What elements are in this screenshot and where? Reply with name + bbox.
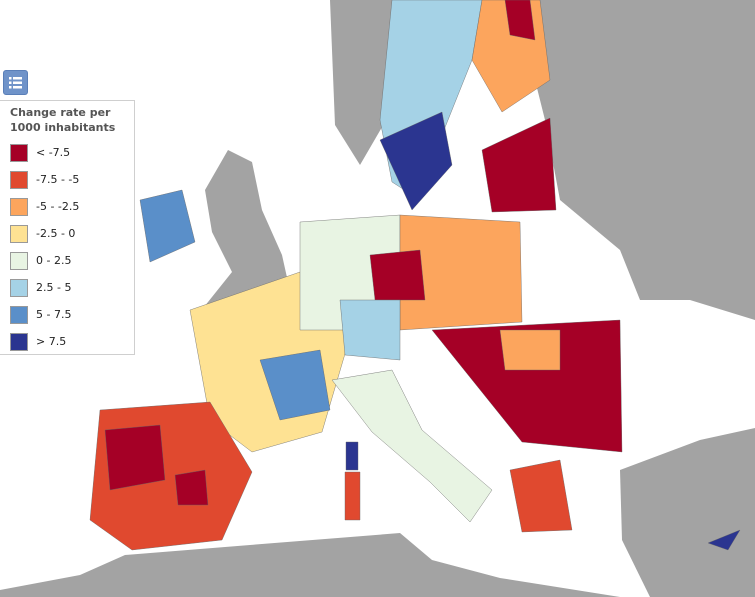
- legend-label: -5 - -2.5: [36, 200, 80, 213]
- region: [339, 299, 401, 361]
- legend-item: 0 - 2.5: [10, 247, 128, 274]
- region: [174, 469, 209, 506]
- region: [369, 249, 426, 301]
- legend-toggle[interactable]: [3, 70, 28, 95]
- land: [525, 0, 755, 320]
- region: [481, 117, 557, 213]
- legend-item: -5 - -2.5: [10, 193, 128, 220]
- region: [707, 529, 741, 551]
- legend-swatch: [10, 278, 28, 297]
- legend-swatch: [10, 143, 28, 162]
- legend-title: Change rate per 1000 inhabitants: [10, 106, 116, 134]
- legend-label: 0 - 2.5: [36, 254, 72, 267]
- legend-label: 2.5 - 5: [36, 281, 72, 294]
- legend-swatch: [10, 332, 28, 351]
- legend-item: 2.5 - 5: [10, 274, 128, 301]
- legend-swatch: [10, 251, 28, 270]
- region: [504, 0, 536, 41]
- list-icon: [9, 77, 22, 89]
- region: [509, 459, 573, 533]
- legend-item: 5 - 7.5: [10, 301, 128, 328]
- legend-swatch: [10, 224, 28, 243]
- legend-label: < -7.5: [36, 146, 71, 159]
- region: [331, 369, 493, 523]
- region: [259, 349, 331, 421]
- region: [431, 319, 623, 453]
- legend-label: > 7.5: [36, 335, 67, 348]
- land: [200, 150, 292, 318]
- legend-item: > 7.5: [10, 328, 128, 355]
- legend-item: -2.5 - 0: [10, 220, 128, 247]
- legend-swatch: [10, 170, 28, 189]
- legend-item: -7.5 - -5: [10, 166, 128, 193]
- legend-items: < -7.5 -7.5 - -5 -5 - -2.5 -2.5 - 0 0 - 2.5 2…: [10, 139, 128, 355]
- legend-label: -2.5 - 0: [36, 227, 76, 240]
- legend: Change rate per 1000 inhabitants < -7.5 -…: [0, 100, 135, 355]
- legend-swatch: [10, 305, 28, 324]
- region: [379, 111, 453, 211]
- legend-swatch: [10, 197, 28, 216]
- legend-label: -7.5 - -5: [36, 173, 80, 186]
- region: [345, 441, 359, 471]
- legend-item: < -7.5: [10, 139, 128, 166]
- legend-label: 5 - 7.5: [36, 308, 72, 321]
- land: [620, 428, 755, 597]
- region: [104, 424, 166, 491]
- region: [139, 189, 196, 263]
- region: [499, 329, 561, 371]
- region: [344, 471, 361, 521]
- land: [0, 533, 620, 597]
